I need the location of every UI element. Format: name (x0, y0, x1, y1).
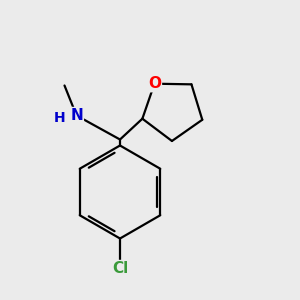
Text: O: O (148, 76, 161, 91)
Text: Cl: Cl (112, 261, 128, 276)
Text: N: N (70, 108, 83, 123)
Text: H: H (54, 111, 66, 125)
